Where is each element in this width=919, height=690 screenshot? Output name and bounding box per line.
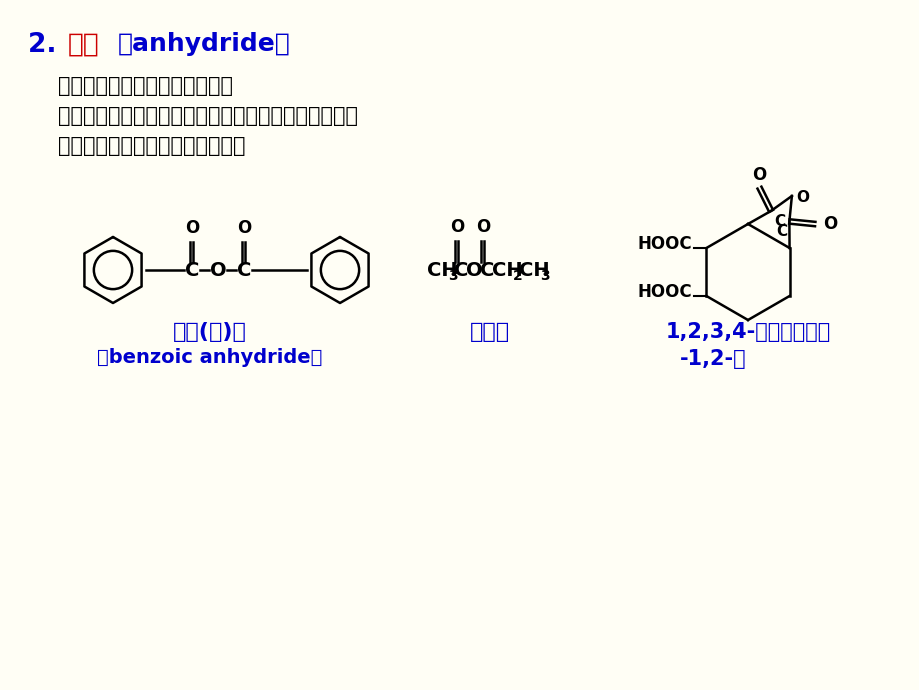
Text: 3: 3 bbox=[448, 269, 457, 283]
Text: O: O bbox=[236, 219, 251, 237]
Text: 单鄘：在罧酸的名称后加鄘字；: 单鄘：在罧酸的名称后加鄘字； bbox=[58, 76, 233, 96]
Text: 3: 3 bbox=[539, 269, 549, 283]
Text: 乙丙鄘: 乙丙鄘 bbox=[470, 322, 509, 342]
Text: O: O bbox=[823, 215, 836, 233]
Text: 2: 2 bbox=[513, 269, 522, 283]
Text: CH: CH bbox=[426, 261, 457, 279]
Text: O: O bbox=[210, 261, 226, 279]
Text: O: O bbox=[466, 261, 482, 279]
Text: 1,2,3,4-环己烷四罧酸: 1,2,3,4-环己烷四罧酸 bbox=[664, 322, 830, 342]
Text: 环鄘：在二元酸的名称后加鄘字。: 环鄘：在二元酸的名称后加鄘字。 bbox=[58, 136, 245, 156]
Text: O: O bbox=[449, 218, 463, 236]
Text: C: C bbox=[185, 261, 199, 279]
Text: O: O bbox=[752, 166, 766, 184]
Text: O: O bbox=[185, 219, 199, 237]
Text: C: C bbox=[773, 214, 784, 229]
Text: -1,2-鄘: -1,2-鄘 bbox=[679, 349, 746, 369]
Text: O: O bbox=[795, 190, 808, 206]
Text: C: C bbox=[453, 261, 468, 279]
Text: C: C bbox=[480, 261, 494, 279]
Text: 酸酸: 酸酸 bbox=[68, 32, 99, 58]
Text: HOOC: HOOC bbox=[637, 283, 692, 301]
Text: HOOC: HOOC bbox=[637, 235, 692, 253]
Text: （benzoic anhydride）: （benzoic anhydride） bbox=[97, 348, 323, 367]
Text: C: C bbox=[236, 261, 251, 279]
Text: 2.: 2. bbox=[28, 32, 65, 58]
Text: CH: CH bbox=[518, 261, 549, 279]
Text: （anhydride）: （anhydride） bbox=[118, 32, 290, 56]
Text: 混鄘：将简单的酸放前面，复杂的酸放后面再加鄘字；: 混鄘：将简单的酸放前面，复杂的酸放后面再加鄘字； bbox=[58, 106, 357, 126]
Text: O: O bbox=[475, 218, 490, 236]
Text: 苯甲(酸)鄘: 苯甲(酸)鄘 bbox=[173, 322, 246, 342]
Text: C: C bbox=[776, 224, 787, 239]
Text: CH: CH bbox=[492, 261, 522, 279]
